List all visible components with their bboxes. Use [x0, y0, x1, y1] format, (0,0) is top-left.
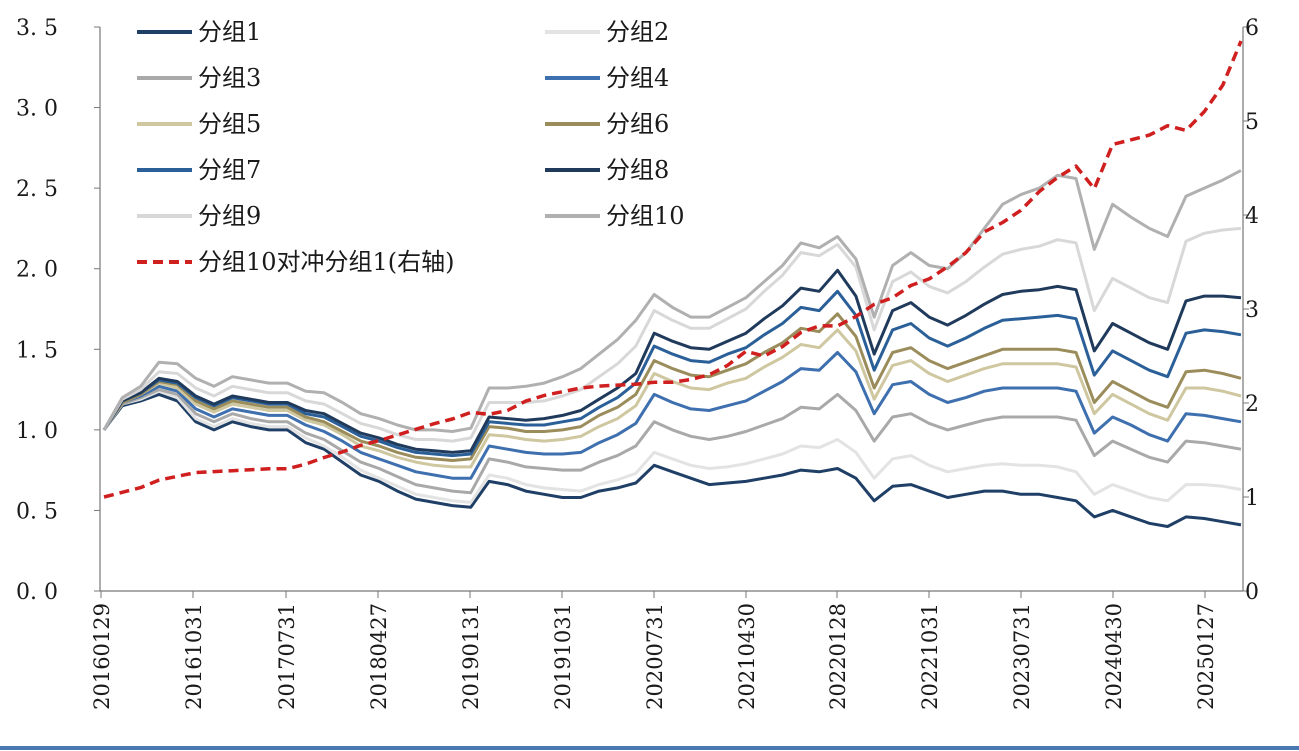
y-tick-label-right: 2 [1245, 392, 1259, 417]
series-line-8 [102, 268, 1242, 454]
y-tick-label-left: 2. 0 [16, 258, 58, 283]
x-tick-label: 20180427 [367, 603, 391, 710]
y-tick-label-right: 1 [1245, 486, 1259, 511]
x-tick-label: 20221031 [918, 603, 942, 710]
series-line-3 [102, 388, 1242, 495]
series-line-10 [102, 169, 1242, 433]
x-tick-label: 20240430 [1102, 603, 1126, 710]
legend-label: 分组5 [198, 110, 261, 138]
x-tick-label: 20191031 [551, 603, 575, 710]
x-tick-label: 20230731 [1010, 603, 1034, 710]
y-tick-label-right: 6 [1245, 16, 1259, 41]
y-tick-label-left: 1. 5 [16, 338, 58, 363]
y-tick-label-left: 3. 5 [16, 16, 58, 41]
series-line-9 [102, 226, 1242, 443]
legend-label: 分组9 [198, 202, 261, 230]
series-line-4 [102, 351, 1242, 480]
legend-label: 分组6 [606, 110, 669, 138]
series-line-6 [102, 312, 1242, 462]
y-tick-label-left: 1. 0 [16, 419, 58, 444]
legend-label: 分组8 [606, 156, 669, 184]
legend-label: 分组1 [198, 18, 261, 46]
legend: 分组1 分组2 分组3 分组4 分组5 分组6 分组7 分组8 分组9 分组10 分组10对冲分组1… [137, 18, 685, 276]
legend-label: 分组3 [198, 64, 261, 92]
x-tick-label: 20190131 [459, 603, 483, 710]
y-tick-label-left: 0. 0 [16, 580, 58, 605]
y-tick-label-left: 0. 5 [16, 499, 58, 524]
legend-label: 分组10 [606, 202, 685, 230]
x-tick-label: 20220128 [826, 603, 850, 710]
y-tick-label-right: 4 [1245, 204, 1259, 229]
x-tick-label: 20200731 [643, 603, 667, 710]
bottom-accent-bar [0, 746, 1299, 750]
x-tick-label: 20250127 [1194, 603, 1218, 710]
series-line-11 [103, 40, 1243, 499]
series-line-7 [102, 289, 1242, 458]
y-tick-label-left: 2. 5 [16, 177, 58, 202]
legend-label: 分组10对冲分组1(右轴) [198, 248, 455, 276]
series-lines [102, 40, 1243, 528]
y-tick-label-right: 3 [1245, 298, 1259, 323]
y-tick-label-left: 3. 0 [16, 97, 58, 122]
x-tick-label: 20160129 [90, 603, 114, 710]
series-line-2 [102, 389, 1242, 504]
x-tick-label: 20161031 [182, 603, 206, 710]
y-tick-label-right: 0 [1245, 580, 1259, 605]
series-line-1 [102, 392, 1242, 528]
legend-label: 分组4 [606, 64, 669, 92]
legend-label: 分组2 [606, 18, 669, 46]
x-tick-label: 20170731 [275, 603, 299, 710]
legend-label: 分组7 [198, 156, 261, 184]
y-tick-label-right: 5 [1245, 110, 1259, 135]
axes: 0. 0 0. 5 1. 0 1. 5 2. 0 2. 5 3. 0 3. 5 0 1 2 3 4 5 6 2… [16, 16, 1259, 710]
x-tick-label: 20210430 [735, 603, 759, 710]
